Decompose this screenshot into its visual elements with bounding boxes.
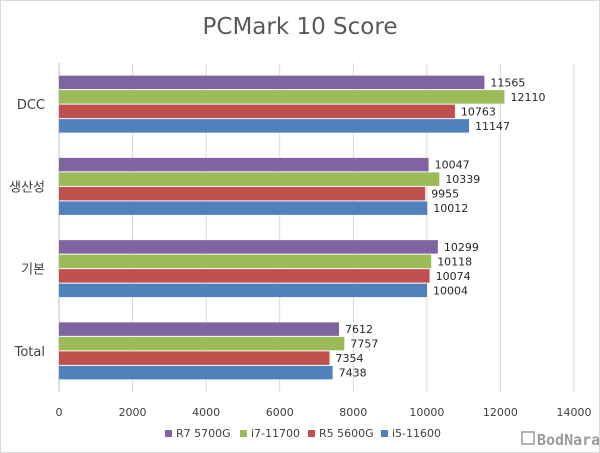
data-label: 7354 bbox=[336, 352, 364, 365]
bar bbox=[59, 240, 438, 254]
data-label: 10299 bbox=[444, 241, 479, 254]
x-tick-label: 0 bbox=[56, 406, 63, 419]
bar bbox=[59, 336, 345, 351]
legend-swatch bbox=[165, 430, 172, 437]
legend-swatch bbox=[308, 430, 315, 437]
data-label: 10004 bbox=[433, 284, 468, 297]
data-label: 10339 bbox=[445, 173, 480, 186]
bar bbox=[59, 157, 429, 172]
bar bbox=[59, 365, 333, 380]
x-tick-label: 2000 bbox=[119, 406, 147, 419]
data-label: 10763 bbox=[461, 105, 496, 118]
data-label: 9955 bbox=[431, 188, 459, 201]
x-tick-label: 6000 bbox=[266, 406, 294, 419]
data-label: 7757 bbox=[350, 338, 378, 351]
category-label: Total bbox=[14, 345, 45, 360]
category-label: 생산성 bbox=[9, 180, 45, 195]
bar bbox=[59, 269, 430, 283]
data-label: 10074 bbox=[436, 270, 471, 283]
bar bbox=[59, 75, 485, 90]
x-tick-label: 12000 bbox=[483, 406, 518, 419]
data-label: 10047 bbox=[435, 159, 470, 172]
bar bbox=[59, 119, 470, 133]
chart-title: PCMark 10 Score bbox=[203, 14, 398, 40]
category-label: DCC bbox=[17, 98, 45, 113]
data-label: 10118 bbox=[437, 255, 472, 268]
x-tick-label: 4000 bbox=[192, 406, 220, 419]
data-label: 7612 bbox=[345, 323, 373, 336]
legend-swatch bbox=[381, 430, 388, 437]
watermark-text: BodNara bbox=[537, 431, 599, 449]
legend-label: R5 5600G bbox=[319, 427, 374, 440]
data-label: 11147 bbox=[475, 120, 510, 133]
bar bbox=[59, 90, 505, 104]
category-label: 기본 bbox=[21, 263, 45, 278]
watermark-logo: BodNara bbox=[521, 431, 599, 449]
legend-label: i5-11600 bbox=[392, 427, 441, 440]
watermark-box-icon bbox=[521, 431, 535, 445]
data-label: 10012 bbox=[433, 202, 468, 215]
bar bbox=[59, 322, 340, 336]
legend-swatch bbox=[240, 430, 247, 437]
legend-label: i7-11700 bbox=[251, 427, 300, 440]
legend: R7 5700G i7-11700 R5 5600G i5-11600 bbox=[165, 427, 441, 440]
bar bbox=[59, 104, 455, 119]
bar bbox=[59, 186, 426, 201]
bars-layer bbox=[59, 75, 505, 380]
bar bbox=[59, 283, 428, 298]
x-tick-label: 8000 bbox=[339, 406, 367, 419]
data-label: 12110 bbox=[510, 91, 545, 104]
bar bbox=[59, 172, 440, 186]
x-tick-label: 10000 bbox=[409, 406, 444, 419]
data-label: 7438 bbox=[339, 367, 367, 380]
bar bbox=[59, 254, 432, 269]
x-axis-ticks: 0 2000 4000 6000 8000 10000 12000 14000 bbox=[56, 406, 592, 419]
x-tick-label: 14000 bbox=[557, 406, 592, 419]
data-label: 11565 bbox=[490, 76, 525, 89]
bar bbox=[59, 351, 330, 365]
bar bbox=[59, 201, 428, 215]
legend-label: R7 5700G bbox=[176, 427, 231, 440]
